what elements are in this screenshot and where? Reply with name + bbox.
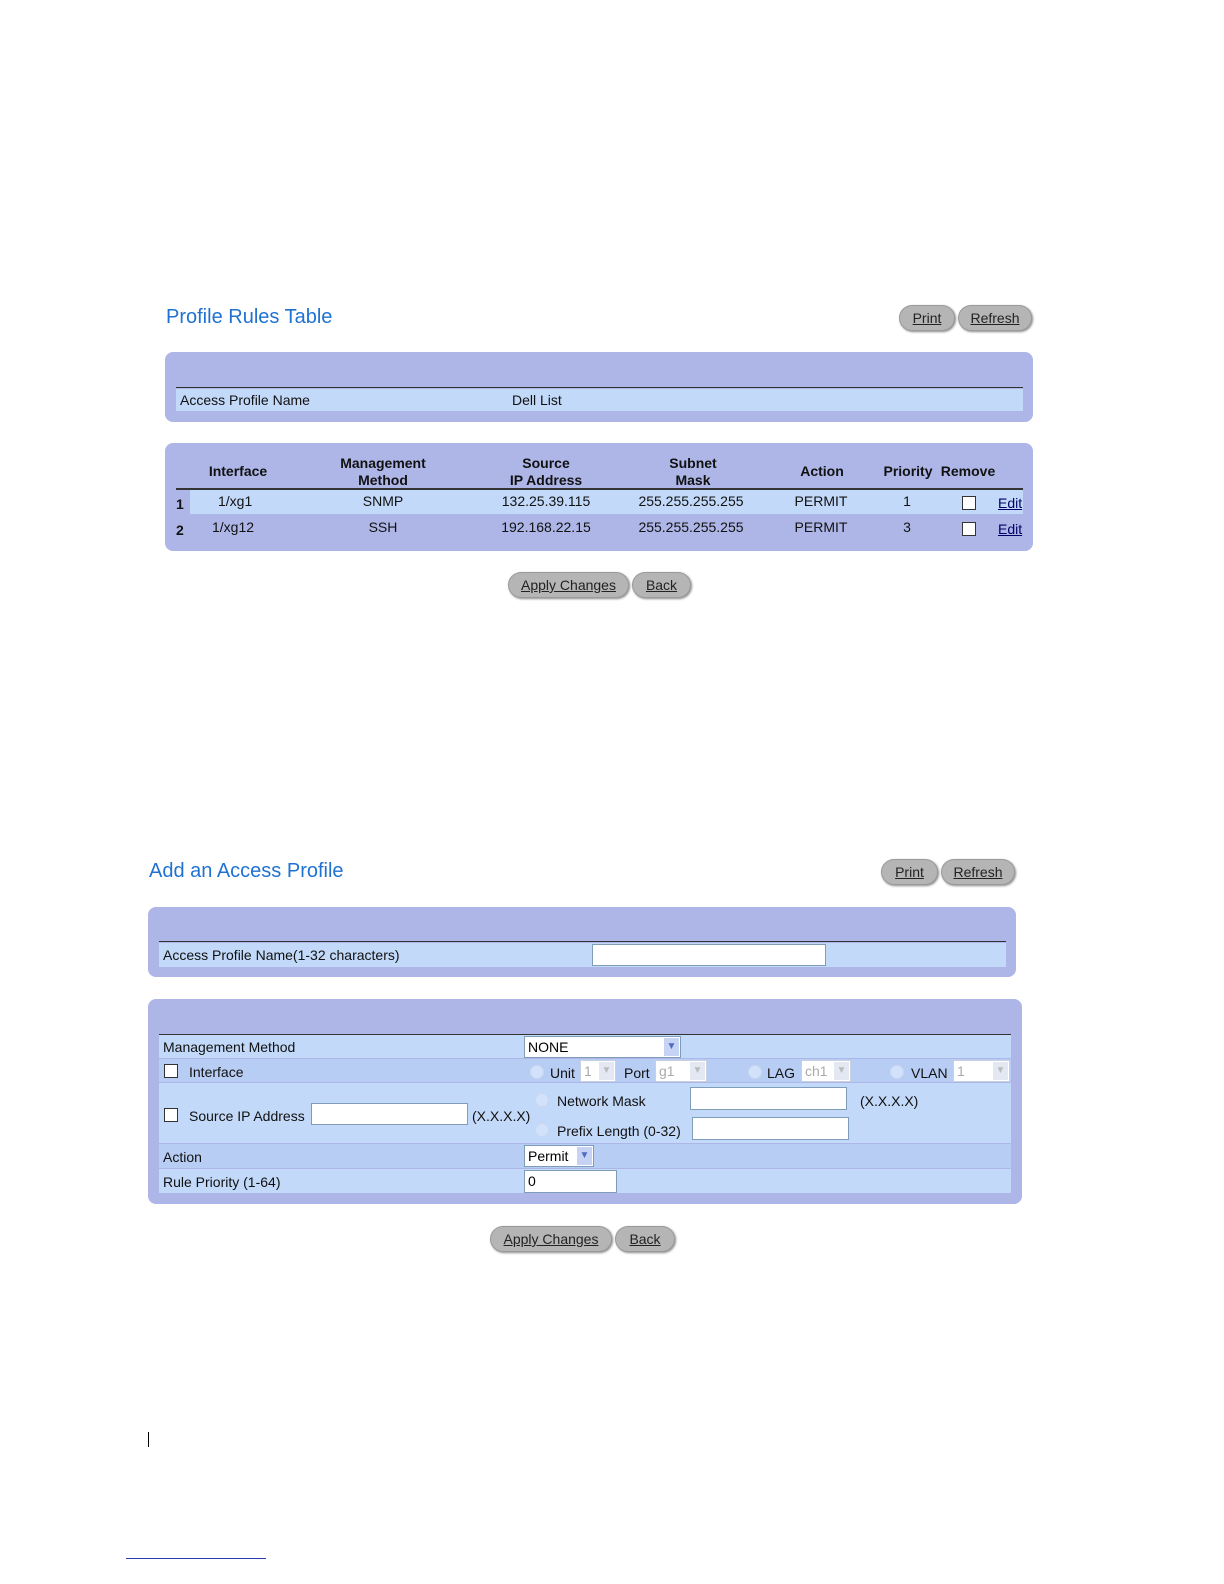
print-button[interactable]: Print <box>881 859 938 885</box>
profile-name-label: Access Profile Name(1-32 characters) <box>163 947 400 963</box>
port-select[interactable]: g1 ▼ <box>655 1060 707 1082</box>
vlan-select[interactable]: 1 ▼ <box>953 1060 1010 1082</box>
management-method-label: Management Method <box>163 1039 296 1055</box>
profile-name-value: Dell List <box>512 392 562 408</box>
vlan-label: VLAN <box>911 1065 948 1081</box>
cell-priority: 1 <box>903 493 911 509</box>
row-index: 1 <box>176 496 184 512</box>
port-label: Port <box>624 1065 650 1081</box>
rule-priority-label: Rule Priority (1-64) <box>163 1174 281 1190</box>
cell-interface: 1/xg1 <box>218 493 253 509</box>
divider <box>159 941 1006 942</box>
profile-name-label: Access Profile Name <box>180 392 310 408</box>
divider <box>176 387 1023 388</box>
remove-checkbox[interactable] <box>962 496 976 510</box>
source-ip-input[interactable] <box>311 1103 468 1125</box>
chevron-down-icon: ▼ <box>599 1062 614 1080</box>
row-index: 2 <box>176 522 184 538</box>
cell-priority: 3 <box>903 519 911 535</box>
profile-name-row <box>159 943 1006 967</box>
network-mask-label: Network Mask <box>557 1093 646 1109</box>
cell-action: PERMIT <box>794 493 848 509</box>
network-mask-radio[interactable] <box>535 1093 549 1107</box>
source-ip-label: Source IP Address <box>189 1108 305 1124</box>
edit-link[interactable]: Edit <box>998 495 1023 511</box>
header-method: Management Method <box>340 455 426 488</box>
prefix-length-input[interactable] <box>692 1117 849 1140</box>
form-row <box>159 1083 1011 1143</box>
header-action: Action <box>800 463 844 479</box>
interface-label: Interface <box>189 1064 244 1080</box>
lag-label: LAG <box>767 1065 796 1081</box>
header-interface: Interface <box>208 463 268 479</box>
cell-method: SSH <box>368 519 398 535</box>
chevron-down-icon: ▼ <box>664 1038 679 1056</box>
apply-changes-button[interactable]: Apply Changes <box>490 1226 612 1252</box>
prefix-length-label: Prefix Length (0-32) <box>557 1123 681 1139</box>
unit-select[interactable]: 1 ▼ <box>580 1060 616 1082</box>
cell-interface: 1/xg12 <box>212 519 255 535</box>
margin-bar <box>148 1432 149 1447</box>
refresh-button[interactable]: Refresh <box>941 859 1015 885</box>
profile-name-row <box>176 389 1023 411</box>
unit-port-radio[interactable] <box>530 1065 544 1079</box>
interface-checkbox[interactable] <box>164 1064 178 1078</box>
action-label: Action <box>163 1149 202 1165</box>
chevron-down-icon: ▼ <box>690 1062 705 1080</box>
cell-subnet-mask: 255.255.255.255 <box>638 519 744 535</box>
vlan-radio[interactable] <box>890 1065 904 1079</box>
chevron-down-icon: ▼ <box>834 1062 849 1080</box>
back-button[interactable]: Back <box>615 1226 675 1252</box>
table-row-highlight <box>190 490 1023 514</box>
apply-changes-button[interactable]: Apply Changes <box>508 572 629 598</box>
divider <box>176 488 1023 490</box>
cell-source-ip: 132.25.39.115 <box>501 493 591 509</box>
print-button[interactable]: Print <box>899 305 955 331</box>
page-title: Profile Rules Table <box>166 306 333 328</box>
header-subnet-mask: Subnet Mask <box>669 455 717 488</box>
chevron-down-icon: ▼ <box>577 1147 592 1165</box>
profile-name-input[interactable] <box>592 944 826 966</box>
source-ip-checkbox[interactable] <box>164 1108 178 1122</box>
cell-action: PERMIT <box>794 519 848 535</box>
header-source-ip: Source IP Address <box>509 455 583 488</box>
header-remove: Remove <box>940 463 996 479</box>
cell-source-ip: 192.168.22.15 <box>501 519 591 535</box>
network-mask-input[interactable] <box>690 1087 847 1110</box>
remove-checkbox[interactable] <box>962 522 976 536</box>
prefix-length-radio[interactable] <box>535 1123 549 1137</box>
refresh-button[interactable]: Refresh <box>958 305 1032 331</box>
action-select[interactable]: Permit ▼ <box>524 1145 594 1167</box>
edit-link[interactable]: Edit <box>998 521 1023 537</box>
cell-method: SNMP <box>362 493 404 509</box>
lag-radio[interactable] <box>748 1065 762 1079</box>
cell-subnet-mask: 255.255.255.255 <box>638 493 744 509</box>
divider <box>159 1034 1011 1035</box>
unit-label: Unit <box>550 1065 575 1081</box>
rule-priority-input[interactable]: 0 <box>524 1170 617 1193</box>
chevron-down-icon: ▼ <box>993 1062 1008 1080</box>
source-ip-hint: (X.X.X.X) <box>472 1108 531 1124</box>
network-mask-hint: (X.X.X.X) <box>860 1093 919 1109</box>
footnote-rule <box>126 1558 266 1559</box>
back-button[interactable]: Back <box>632 572 691 598</box>
add-profile-title: Add an Access Profile <box>149 860 344 882</box>
management-method-select[interactable]: NONE ▼ <box>524 1036 681 1058</box>
lag-select[interactable]: ch1 ▼ <box>801 1060 851 1082</box>
header-priority: Priority <box>883 463 933 479</box>
